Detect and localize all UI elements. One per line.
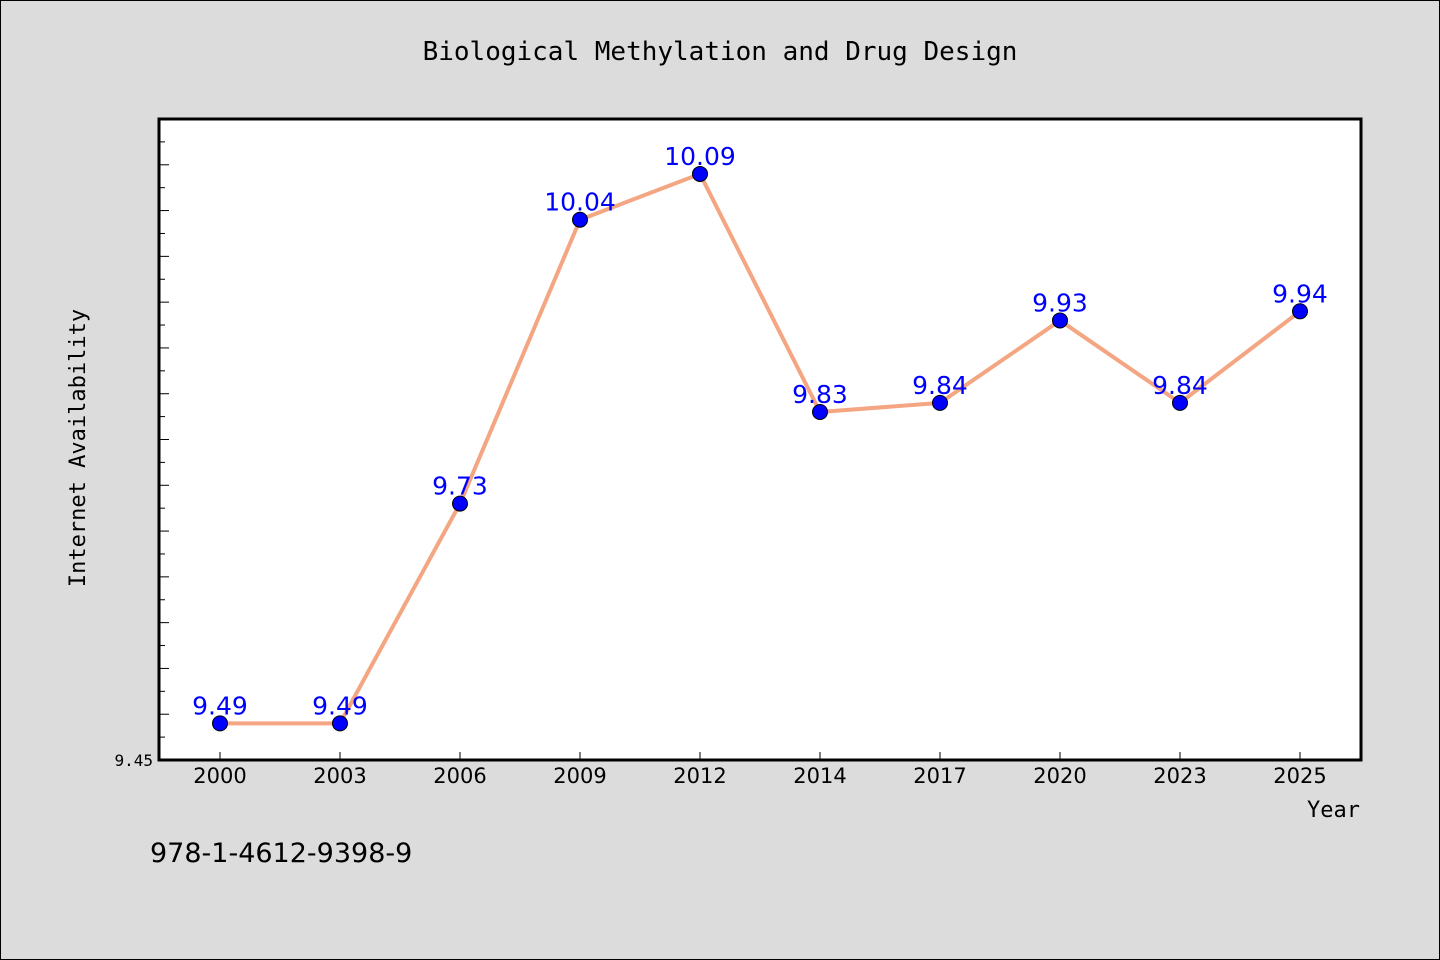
y-tick-label: 9.45 bbox=[114, 751, 153, 770]
data-label: 9.93 bbox=[1032, 288, 1088, 317]
x-tick-label: 2000 bbox=[193, 764, 246, 788]
plot-area bbox=[157, 117, 1363, 762]
data-point bbox=[812, 404, 828, 421]
data-point bbox=[1052, 312, 1068, 329]
data-point bbox=[212, 715, 228, 732]
data-point bbox=[692, 165, 708, 182]
series-layer: 9.49 9.49 9.73 10.04 10.09 9.83 9.84 9.93 9.84 9.… bbox=[192, 142, 1328, 732]
data-label: 9.83 bbox=[792, 380, 848, 409]
data-point bbox=[1292, 303, 1308, 320]
x-tick-label: 2014 bbox=[793, 764, 846, 788]
x-tick-label: 2006 bbox=[433, 764, 486, 788]
x-tick-label: 2020 bbox=[1033, 764, 1086, 788]
data-point bbox=[452, 495, 468, 512]
x-axis-label: Year bbox=[1307, 798, 1360, 823]
data-label: 9.94 bbox=[1272, 279, 1328, 308]
x-axis-ticks: 2000 2003 2006 2009 2012 2014 2017 2020 2023 2025 bbox=[193, 752, 1327, 788]
x-tick-label: 2009 bbox=[553, 764, 606, 788]
data-point bbox=[572, 211, 588, 228]
data-point bbox=[932, 394, 948, 411]
y-axis-label: Internet Availability bbox=[66, 309, 91, 587]
y-axis-ticks: 9.45 bbox=[114, 141, 169, 770]
x-tick-label: 2003 bbox=[313, 764, 366, 788]
data-point bbox=[1172, 394, 1188, 411]
data-label: 10.09 bbox=[664, 142, 736, 171]
x-tick-label: 2025 bbox=[1273, 764, 1326, 788]
x-tick-label: 2023 bbox=[1153, 764, 1206, 788]
data-point bbox=[332, 715, 348, 732]
series-line bbox=[220, 171, 1302, 726]
x-tick-label: 2017 bbox=[913, 764, 966, 788]
data-label: 10.04 bbox=[544, 188, 616, 217]
data-label: 9.84 bbox=[1152, 371, 1208, 400]
data-label: 9.49 bbox=[312, 691, 368, 720]
data-label: 9.49 bbox=[192, 691, 248, 720]
chart-title: Biological Methylation and Drug Design bbox=[423, 37, 1018, 67]
data-label: 9.84 bbox=[912, 371, 968, 400]
data-label: 9.73 bbox=[432, 472, 488, 501]
x-tick-label: 2012 bbox=[673, 764, 726, 788]
isbn-code: 978-1-4612-9398-9 bbox=[150, 838, 412, 869]
